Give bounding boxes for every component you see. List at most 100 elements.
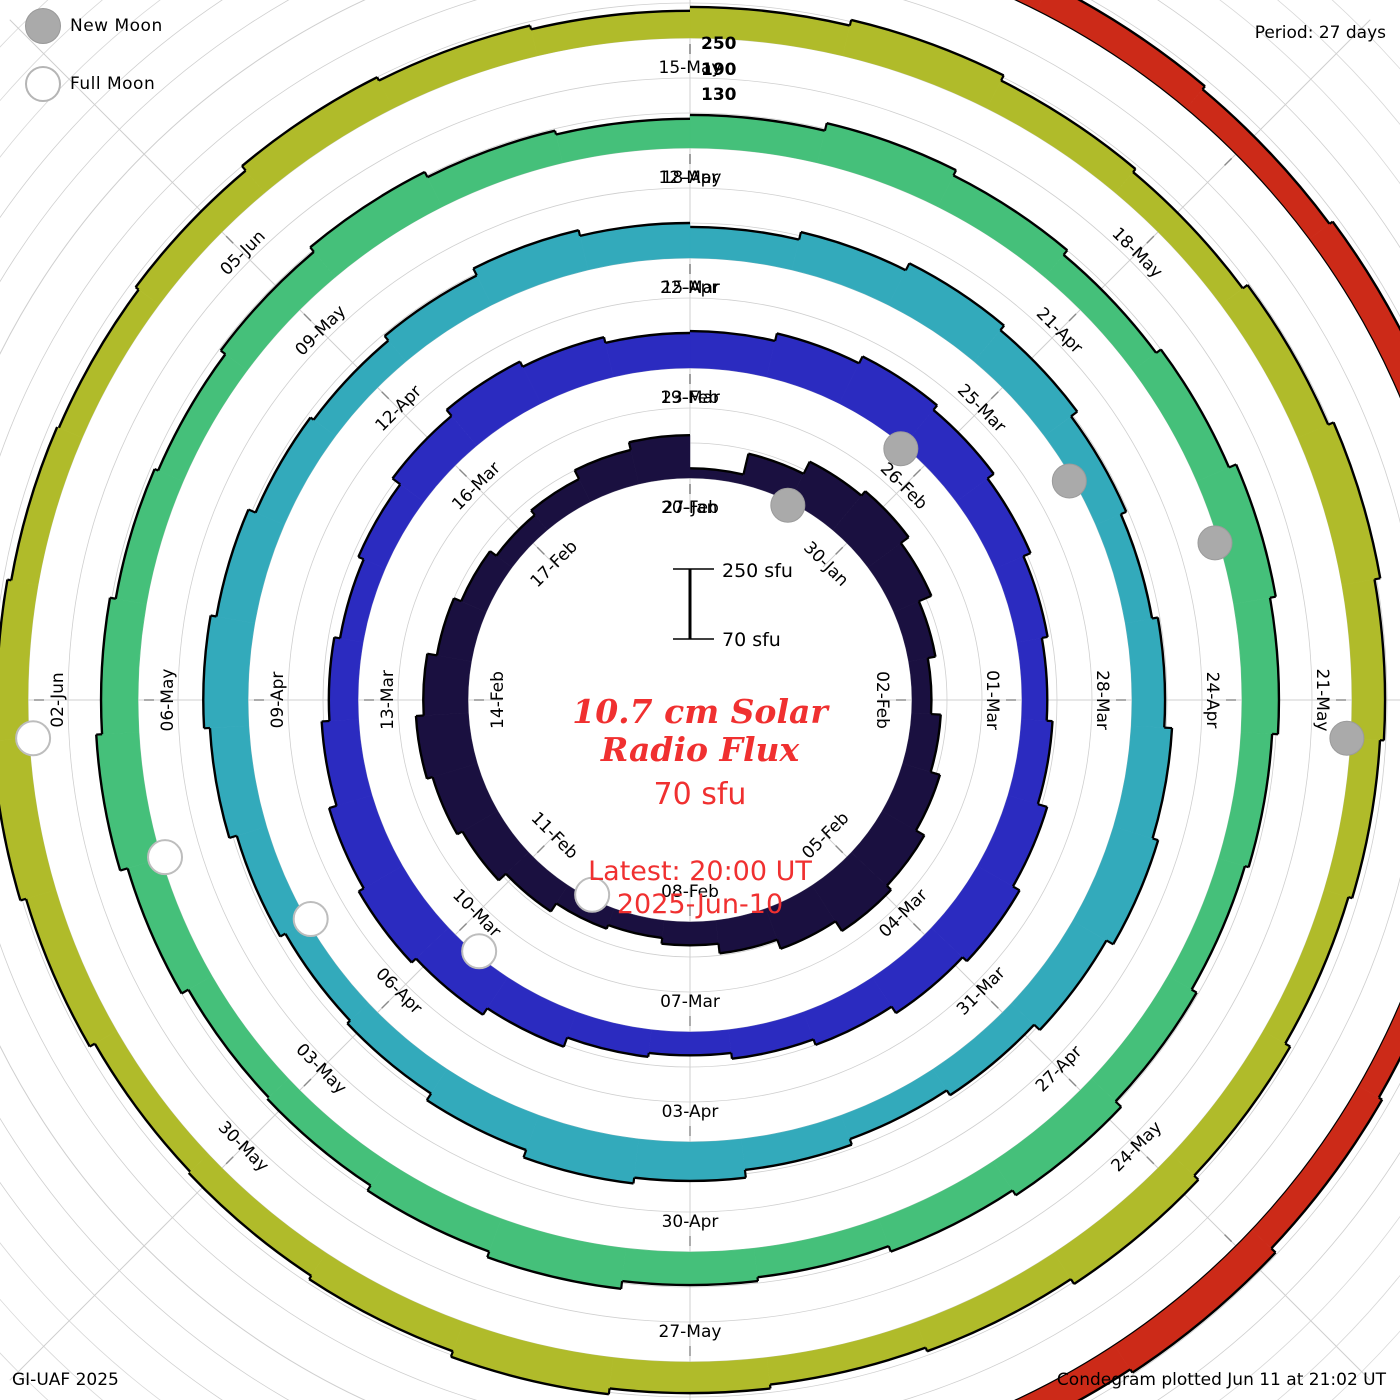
bar-top-cap — [461, 830, 500, 882]
bar-top-cap — [1270, 1099, 1384, 1250]
bar-top-cap — [1377, 1055, 1400, 1099]
bar-top-cap — [917, 600, 937, 657]
date-label: 02-Jun — [48, 672, 68, 727]
new-moon-marker — [1051, 463, 1087, 499]
period-label: Period: 27 days — [1254, 23, 1386, 43]
bar-top-cap — [320, 721, 338, 807]
bar-top-cap — [414, 715, 429, 780]
spiral-bar — [621, 1248, 759, 1286]
bar-top-cap — [266, 1097, 372, 1187]
spiral-bar — [648, 1029, 732, 1056]
spiral-bar — [266, 1078, 387, 1186]
bar-top-cap — [607, 923, 663, 940]
date-label: 30-Apr — [662, 1212, 719, 1232]
bar-top-cap — [10, 426, 59, 581]
bar-top-cap — [689, 113, 826, 132]
spiral-bar — [347, 1003, 448, 1094]
bar-top-cap — [850, 18, 1005, 77]
bar-top-cap — [1284, 896, 1350, 1045]
bar-top-cap — [1000, 79, 1137, 170]
bar-top-cap — [885, 834, 926, 887]
date-label: 22-Mar — [660, 278, 720, 298]
bar-top-cap — [1036, 721, 1054, 805]
bar-top-cap — [1132, 171, 1244, 290]
bar-top-cap — [486, 1255, 622, 1291]
bar-top-cap — [628, 434, 691, 444]
scale-tick-130: 130 — [701, 85, 737, 105]
date-label: 01-Mar — [982, 670, 1002, 730]
bar-top-cap — [841, 888, 892, 932]
bar-top-cap — [426, 129, 556, 179]
spiral-bar — [633, 1138, 747, 1182]
date-label: 02-Feb — [872, 671, 892, 729]
spiral-bar — [689, 226, 800, 271]
date-label: 28-Mar — [1092, 670, 1112, 730]
date-ticks-layer — [34, 44, 1346, 1356]
spiral-bar — [1015, 0, 1042, 11]
spiral-bar — [58, 289, 160, 439]
bar-top-cap — [327, 807, 365, 889]
bar-top-cap — [776, 332, 860, 365]
date-label: 07-Mar — [660, 992, 720, 1012]
bar-top-cap — [357, 890, 413, 964]
bar-top-cap — [634, 1176, 746, 1183]
spiral-bar — [840, 1069, 948, 1140]
bar-top-cap — [1159, 348, 1231, 468]
date-label: 08-Feb — [661, 882, 719, 902]
bar-top-cap — [215, 509, 250, 617]
bar-top-cap — [621, 1279, 759, 1287]
bar-top-cap — [862, 355, 938, 407]
bar-top-cap — [748, 452, 805, 475]
bar-top-cap — [472, 229, 579, 270]
full-moon-legend-label: Full Moon — [70, 74, 156, 94]
bar-top-cap — [1246, 284, 1330, 426]
bar-top-cap — [1112, 839, 1160, 945]
spiral-bar — [1251, 1085, 1383, 1249]
spiral-bar — [1053, 1154, 1199, 1285]
chart-title: 10.7 cm Solar Radio Flux — [572, 692, 828, 769]
bar-top-cap — [284, 933, 351, 1022]
bar-top-cap — [744, 1143, 853, 1172]
bar-top-cap — [1350, 740, 1382, 899]
bar-top-cap — [769, 1346, 927, 1386]
scale-tick-250: 250 — [701, 34, 737, 54]
bar-top-cap — [1114, 991, 1198, 1103]
bar-top-cap — [1331, 220, 1400, 332]
bar-top-cap — [809, 460, 863, 497]
latest-timestamp: Latest: 20:00 UT 2025-Jun-10 — [588, 856, 812, 920]
bar-top-cap — [530, 9, 691, 31]
bar-top-cap — [849, 1089, 948, 1141]
bar-top-cap — [890, 1189, 1014, 1253]
bar-top-cap — [1077, 1368, 1131, 1400]
bar-top-cap — [1015, 1106, 1123, 1197]
bar-top-cap — [445, 360, 521, 411]
spiral-bar — [753, 1218, 890, 1278]
bar-top-cap — [1119, 513, 1154, 619]
full-moon-marker — [15, 720, 52, 757]
bar-top-cap — [0, 579, 9, 650]
bar-top-cap — [378, 24, 531, 82]
bar-top-cap — [366, 1189, 490, 1253]
spiral-bar — [1297, 422, 1381, 586]
bar-top-cap — [780, 920, 837, 950]
bar-top-cap — [689, 329, 776, 343]
date-label: 06-May — [158, 669, 178, 732]
spiral-bar — [878, 1160, 1013, 1252]
bar-top-cap — [357, 483, 402, 558]
full-moon-icon — [25, 66, 61, 102]
spiral-bar — [791, 231, 907, 306]
spiral-bar — [255, 417, 336, 526]
spiral-bar — [1044, 254, 1157, 371]
bar-top-cap — [346, 1022, 432, 1095]
spiral-bar — [766, 1321, 926, 1385]
bar-top-cap — [93, 1043, 191, 1173]
full-moon-marker — [461, 933, 498, 970]
scale-tick-190: 190 — [701, 60, 737, 80]
spiral-bar — [932, 1003, 1035, 1096]
spiral-bar — [1095, 513, 1153, 624]
bar-top-cap — [908, 262, 1005, 327]
spiral-bar — [378, 25, 538, 109]
spiral-bar — [241, 76, 394, 194]
